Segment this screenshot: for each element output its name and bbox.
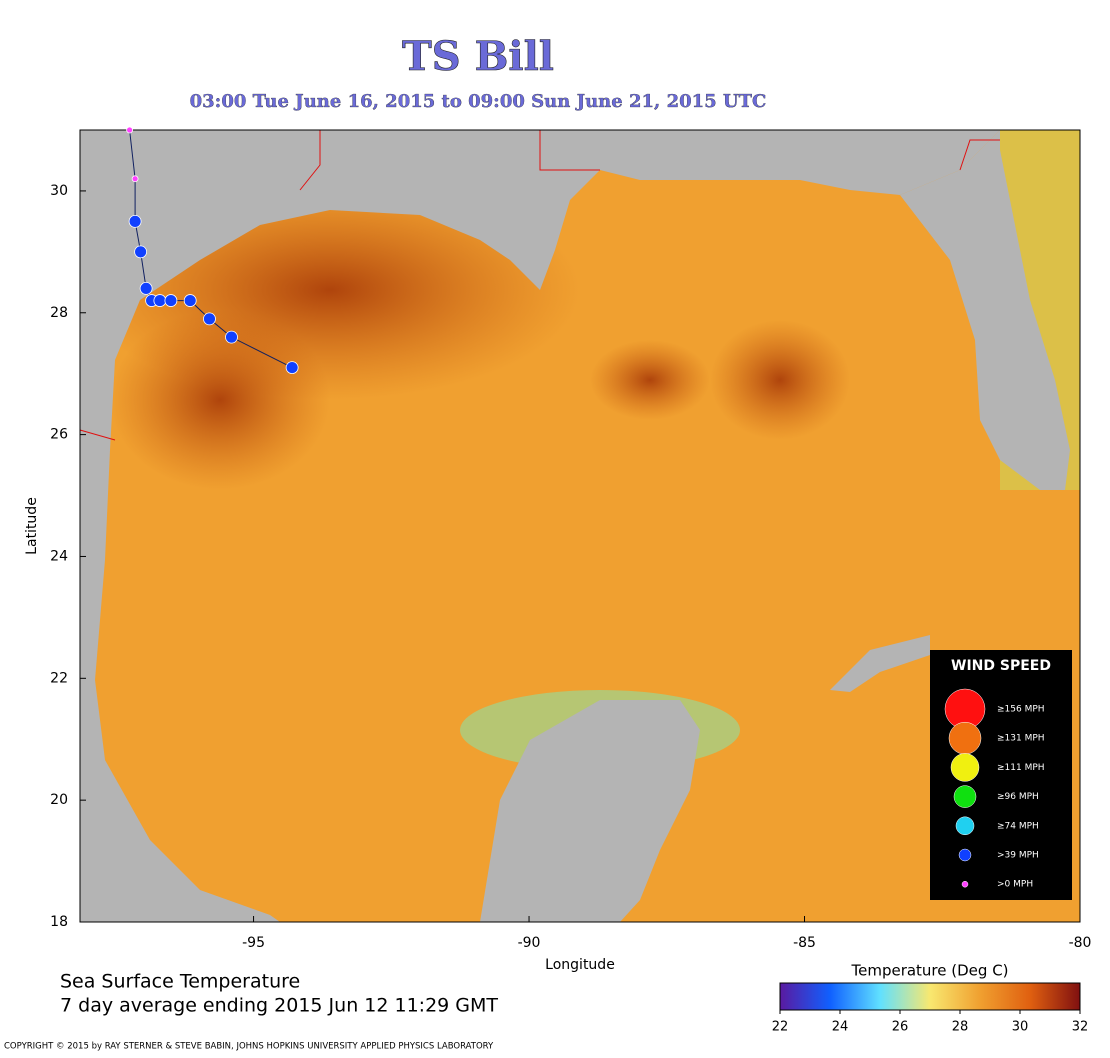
- y-tick-label: 22: [50, 670, 68, 686]
- land: [830, 635, 930, 692]
- colorbar-tick-label: 30: [1012, 1020, 1029, 1035]
- colorbar: [779, 982, 1081, 1011]
- track-point: [164, 294, 178, 307]
- legend-swatch: [961, 880, 969, 888]
- x-axis-label: Longitude: [545, 957, 615, 973]
- colorbar-tick-label: 24: [832, 1020, 849, 1035]
- caption: Sea Surface Temperature: [60, 971, 300, 993]
- track-point: [285, 361, 299, 375]
- x-tick-label: -80: [1069, 935, 1092, 951]
- track-point: [225, 330, 238, 344]
- track-point: [203, 312, 216, 326]
- x-tick-label: -90: [518, 935, 541, 951]
- track-point: [139, 281, 153, 295]
- y-tick-label: 26: [50, 427, 68, 443]
- legend-swatch: [958, 848, 972, 862]
- y-axis-label: Latitude: [24, 497, 40, 555]
- y-tick-label: 18: [50, 914, 68, 930]
- legend-swatch: [955, 816, 975, 836]
- copyright: COPYRIGHT © 2015 by RAY STERNER & STEVE …: [4, 1042, 494, 1052]
- y-tick-label: 28: [50, 305, 68, 321]
- legend-label: >0 MPH: [997, 880, 1033, 890]
- warm-water: [590, 340, 710, 420]
- colorbar-label: Temperature (Deg C): [850, 962, 1008, 980]
- y-tick-label: 30: [50, 183, 68, 199]
- colorbar-tick-label: 28: [952, 1020, 969, 1035]
- legend-label: >39 MPH: [997, 851, 1039, 861]
- track-point: [126, 126, 133, 134]
- title: TS Bill: [402, 33, 554, 80]
- land: [80, 130, 1000, 922]
- x-tick-label: -85: [793, 935, 816, 951]
- y-tick-label: 24: [50, 548, 68, 564]
- colorbar-tick-label: 26: [892, 1020, 909, 1035]
- border: [79, 130, 1000, 441]
- legend-swatch: [953, 785, 977, 808]
- x-tick-label: -95: [242, 935, 265, 951]
- warm-water: [110, 310, 330, 490]
- subtitle: 03:00 Tue June 16, 2015 to 09:00 Sun Jun…: [190, 91, 767, 112]
- track-point: [153, 294, 167, 307]
- warm-water: [710, 320, 850, 440]
- map-area: [79, 129, 1081, 923]
- legend-label: ≥131 MPH: [997, 734, 1045, 744]
- track-point: [131, 175, 139, 183]
- colorbar-tick-label: 32: [1072, 1020, 1089, 1035]
- legend-box: [930, 650, 1072, 900]
- frame: [79, 129, 1081, 923]
- legend-title: WIND SPEED: [951, 658, 1051, 674]
- legend-swatch: [950, 753, 980, 782]
- legend-label: ≥96 MPH: [997, 792, 1039, 802]
- caption: 7 day average ending 2015 Jun 12 11:29 G…: [60, 995, 498, 1017]
- colorbar-tick-label: 22: [772, 1020, 789, 1035]
- land: [900, 130, 1070, 490]
- legend-label: ≥111 MPH: [997, 763, 1045, 773]
- legend-label: ≥156 MPH: [997, 705, 1045, 715]
- track-point: [128, 214, 142, 228]
- legend-label: ≥74 MPH: [997, 821, 1039, 831]
- y-tick-label: 20: [50, 792, 68, 808]
- track-point: [134, 245, 148, 259]
- legend-swatch: [948, 721, 982, 755]
- track-point: [183, 294, 197, 307]
- land: [480, 700, 700, 922]
